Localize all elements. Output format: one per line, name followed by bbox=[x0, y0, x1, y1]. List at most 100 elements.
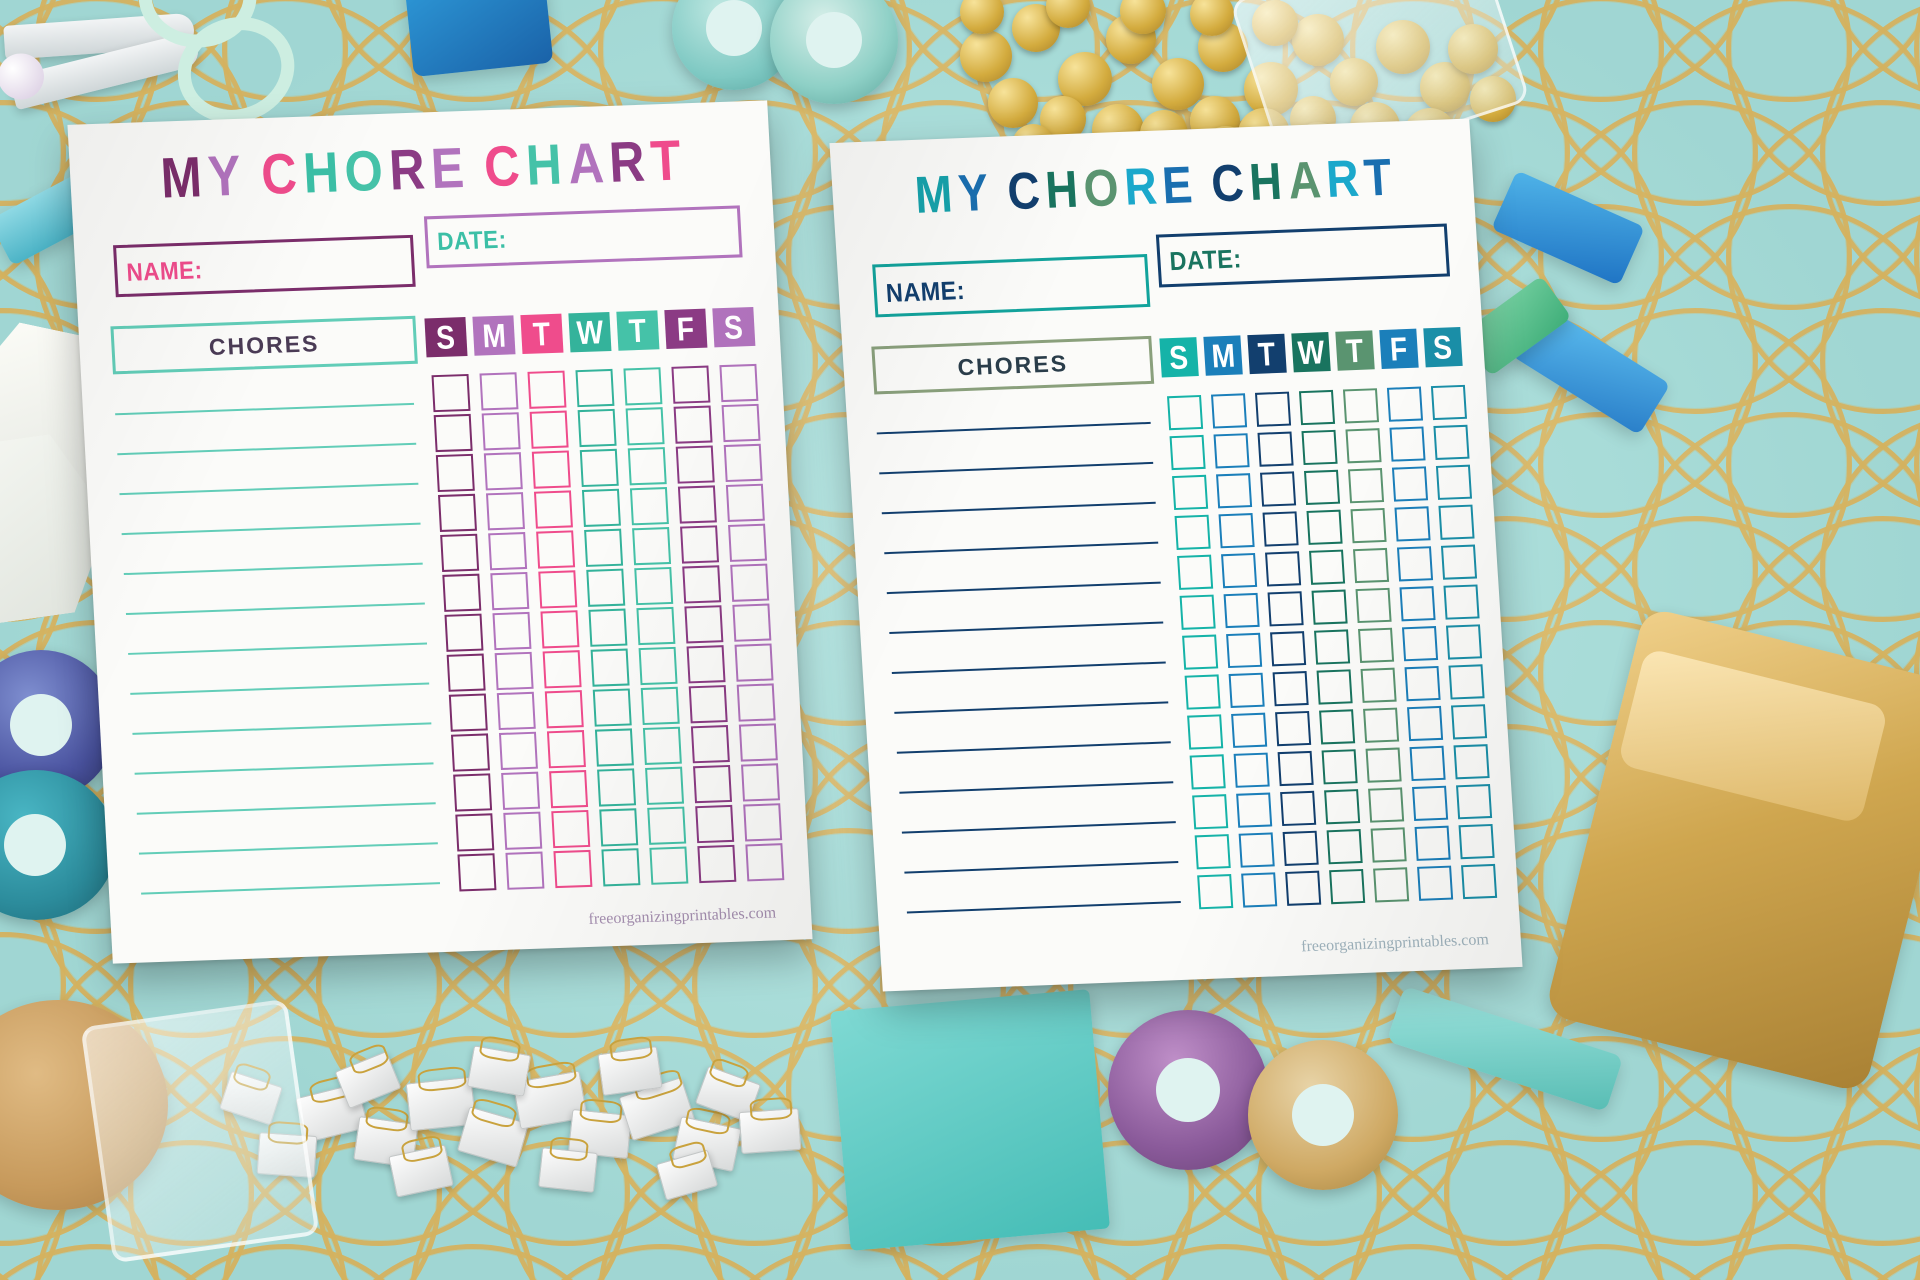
checkbox[interactable] bbox=[581, 488, 621, 527]
checkbox[interactable] bbox=[697, 844, 737, 884]
checkbox[interactable] bbox=[551, 809, 591, 849]
checkbox[interactable] bbox=[1447, 664, 1485, 700]
checkbox[interactable] bbox=[494, 651, 534, 691]
checkbox[interactable] bbox=[1435, 464, 1472, 500]
checkbox[interactable] bbox=[1191, 794, 1228, 830]
checkbox[interactable] bbox=[738, 723, 778, 762]
checkbox[interactable] bbox=[1272, 671, 1309, 707]
checkbox[interactable] bbox=[553, 849, 593, 889]
checkbox[interactable] bbox=[693, 764, 733, 804]
checkbox[interactable] bbox=[540, 610, 580, 649]
checkbox[interactable] bbox=[1398, 586, 1436, 622]
checkbox[interactable] bbox=[1194, 834, 1231, 870]
checkbox[interactable] bbox=[431, 373, 471, 413]
checkbox[interactable] bbox=[440, 533, 480, 572]
checkbox[interactable] bbox=[577, 408, 617, 448]
checkbox[interactable] bbox=[546, 730, 586, 769]
checkbox[interactable] bbox=[1393, 506, 1431, 542]
checkbox[interactable] bbox=[1179, 594, 1216, 630]
checkbox[interactable] bbox=[536, 530, 576, 569]
checkbox[interactable] bbox=[645, 766, 685, 805]
checkbox[interactable] bbox=[1411, 785, 1448, 821]
checkbox[interactable] bbox=[1445, 624, 1482, 660]
checkbox[interactable] bbox=[1169, 434, 1206, 471]
checkbox[interactable] bbox=[1240, 872, 1277, 908]
chore-line[interactable] bbox=[901, 820, 1176, 834]
chore-line[interactable] bbox=[132, 722, 432, 735]
checkbox[interactable] bbox=[437, 493, 477, 532]
checkbox[interactable] bbox=[1230, 712, 1267, 748]
checkbox[interactable] bbox=[1391, 466, 1428, 502]
checkbox[interactable] bbox=[1284, 870, 1321, 906]
chore-line[interactable] bbox=[881, 501, 1156, 514]
chore-line[interactable] bbox=[886, 581, 1161, 594]
checkbox[interactable] bbox=[575, 368, 615, 408]
checkbox[interactable] bbox=[1318, 709, 1355, 745]
checkbox[interactable] bbox=[453, 773, 493, 812]
checkbox[interactable] bbox=[544, 690, 584, 729]
checkbox[interactable] bbox=[599, 808, 639, 847]
checkbox[interactable] bbox=[1269, 631, 1306, 667]
checkbox[interactable] bbox=[1235, 792, 1272, 828]
chore-line[interactable] bbox=[141, 882, 441, 895]
checkbox[interactable] bbox=[435, 453, 475, 493]
checkbox[interactable] bbox=[533, 490, 573, 529]
checkbox[interactable] bbox=[1409, 745, 1446, 782]
checkbox[interactable] bbox=[1416, 865, 1453, 901]
checkbox[interactable] bbox=[450, 733, 490, 772]
checkbox[interactable] bbox=[479, 372, 519, 411]
checkbox[interactable] bbox=[549, 770, 589, 809]
checkbox[interactable] bbox=[688, 685, 728, 724]
checkbox[interactable] bbox=[1264, 551, 1301, 587]
checkbox[interactable] bbox=[1210, 393, 1247, 429]
checkbox[interactable] bbox=[446, 653, 486, 692]
checkbox[interactable] bbox=[677, 485, 717, 524]
checkbox[interactable] bbox=[1455, 784, 1492, 820]
chore-line[interactable] bbox=[879, 461, 1154, 474]
checkbox[interactable] bbox=[1362, 707, 1399, 743]
checkbox[interactable] bbox=[1453, 744, 1490, 780]
checkbox[interactable] bbox=[1196, 874, 1233, 910]
checkbox[interactable] bbox=[496, 691, 536, 731]
checkbox[interactable] bbox=[1259, 471, 1296, 507]
chore-line[interactable] bbox=[125, 602, 425, 616]
checkbox[interactable] bbox=[734, 643, 774, 682]
checkbox[interactable] bbox=[433, 413, 473, 453]
checkbox[interactable] bbox=[1308, 549, 1345, 585]
checkbox[interactable] bbox=[728, 523, 768, 562]
checkbox[interactable] bbox=[1352, 547, 1389, 584]
checkbox[interactable] bbox=[723, 443, 763, 483]
checkbox[interactable] bbox=[538, 570, 578, 609]
checkbox[interactable] bbox=[455, 813, 495, 852]
chore-line[interactable] bbox=[115, 402, 415, 416]
checkbox[interactable] bbox=[498, 731, 538, 770]
checkbox[interactable] bbox=[527, 370, 567, 409]
checkbox[interactable] bbox=[485, 492, 525, 531]
checkbox[interactable] bbox=[1396, 546, 1433, 582]
checkbox[interactable] bbox=[592, 688, 632, 727]
checkbox[interactable] bbox=[1401, 626, 1438, 662]
checkbox[interactable] bbox=[597, 768, 637, 807]
checkbox[interactable] bbox=[1460, 863, 1497, 900]
checkbox[interactable] bbox=[673, 405, 713, 444]
checkbox[interactable] bbox=[690, 725, 730, 764]
checkbox[interactable] bbox=[457, 853, 497, 892]
checkbox[interactable] bbox=[625, 407, 665, 446]
checkbox[interactable] bbox=[649, 846, 689, 885]
chore-line[interactable] bbox=[889, 621, 1164, 634]
checkbox[interactable] bbox=[638, 646, 678, 686]
checkbox[interactable] bbox=[1326, 829, 1363, 865]
checkbox[interactable] bbox=[675, 445, 715, 484]
checkbox[interactable] bbox=[636, 606, 676, 646]
footer-credit[interactable]: freeorganizingprintables.com bbox=[1300, 931, 1490, 956]
checkbox[interactable] bbox=[1440, 544, 1477, 580]
chore-line[interactable] bbox=[891, 661, 1166, 674]
checkbox[interactable] bbox=[1166, 394, 1203, 431]
checkbox[interactable] bbox=[1430, 384, 1467, 421]
checkbox[interactable] bbox=[1365, 747, 1402, 783]
checkbox[interactable] bbox=[492, 611, 532, 651]
checkbox[interactable] bbox=[1300, 429, 1338, 466]
checkbox[interactable] bbox=[1233, 752, 1270, 788]
checkbox[interactable] bbox=[483, 452, 523, 491]
